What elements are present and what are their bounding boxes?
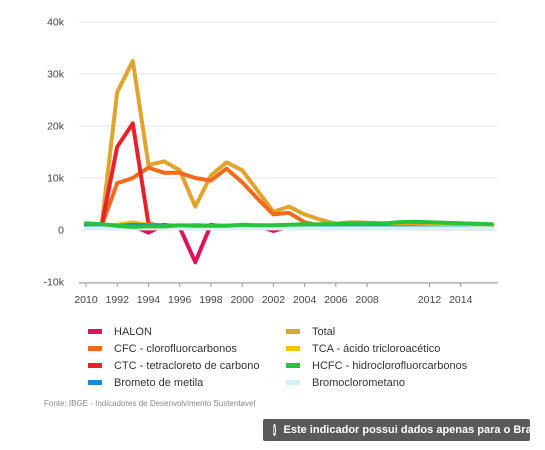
x-tick-label: 2002 [262,294,286,306]
legend-label: HCFC - hidroclorofluorcarbonos [312,359,468,372]
x-axis: 2010 1992 1994 1996 1998 2000 2002 2004 2006 2008… [74,282,498,306]
x-tick-label: 2010 [74,294,98,306]
info-icon: i [273,424,276,436]
y-tick-label: 10k [47,173,65,185]
legend-item[interactable]: Bromoclorometano [286,374,405,391]
legend-swatch [88,346,102,351]
legend-item[interactable]: TCA - ácido tricloroacético [286,340,440,357]
legend-item[interactable]: HCFC - hidroclorofluorcarbonos [286,357,467,374]
country-notice-badge[interactable]: i Este indicador possui dados apenas par… [263,419,544,441]
y-tick-label: 0 [58,225,64,237]
legend-label: Bromoclorometano [312,376,405,389]
y-axis: 40k 30k 20k 10k 0 -10k [44,17,65,289]
x-tick-label: 2004 [293,294,317,306]
x-tick-label: 2006 [324,294,348,306]
legend-item[interactable]: Total [286,323,335,340]
legend-label: TCA - ácido tricloroacético [312,342,441,355]
y-tick-label: 40k [47,17,65,29]
x-tick-label: 1998 [199,294,223,306]
legend-item[interactable]: CTC - tetracloreto de carbono [88,357,260,374]
x-tick-label: 2014 [449,294,473,306]
notice-text: Este indicador possui dados apenas para … [283,424,544,436]
grid-lines [79,21,498,283]
legend-swatch [286,346,300,351]
x-tick-label: 2008 [355,294,379,306]
legend-swatch [286,329,300,334]
legend-item[interactable]: Brometo de metila [88,374,203,391]
x-tick-label: 1994 [137,294,161,306]
legend-label: Total [312,325,336,338]
x-tick-label: 2012 [418,294,442,306]
series-group [84,59,494,265]
legend-label: HALON [114,325,152,338]
x-tick-label: 1992 [106,294,130,306]
legend-label: CTC - tetracloreto de carbono [114,359,260,372]
x-tick-label: 2000 [230,294,254,306]
x-tick-label: 1996 [168,294,192,306]
legend-swatch [88,329,102,334]
source-note: Fonte: IBGE - Indicadores de Desenvolvim… [44,399,256,408]
legend-item[interactable]: CFC - clorofluorcarbonos [88,340,237,357]
legend-swatch [88,363,102,368]
y-tick-label: -10k [44,277,65,289]
legend-swatch [88,380,102,385]
y-tick-label: 30k [47,69,65,81]
legend-swatch [286,363,300,368]
series-line-hcfc-hidroclorofluorcarbonos [84,219,494,229]
legend-swatch [286,380,300,385]
y-tick-label: 20k [47,121,65,133]
legend-item[interactable]: HALON [88,323,152,340]
legend-label: CFC - clorofluorcarbonos [114,342,237,355]
legend-label: Brometo de metila [114,376,204,389]
